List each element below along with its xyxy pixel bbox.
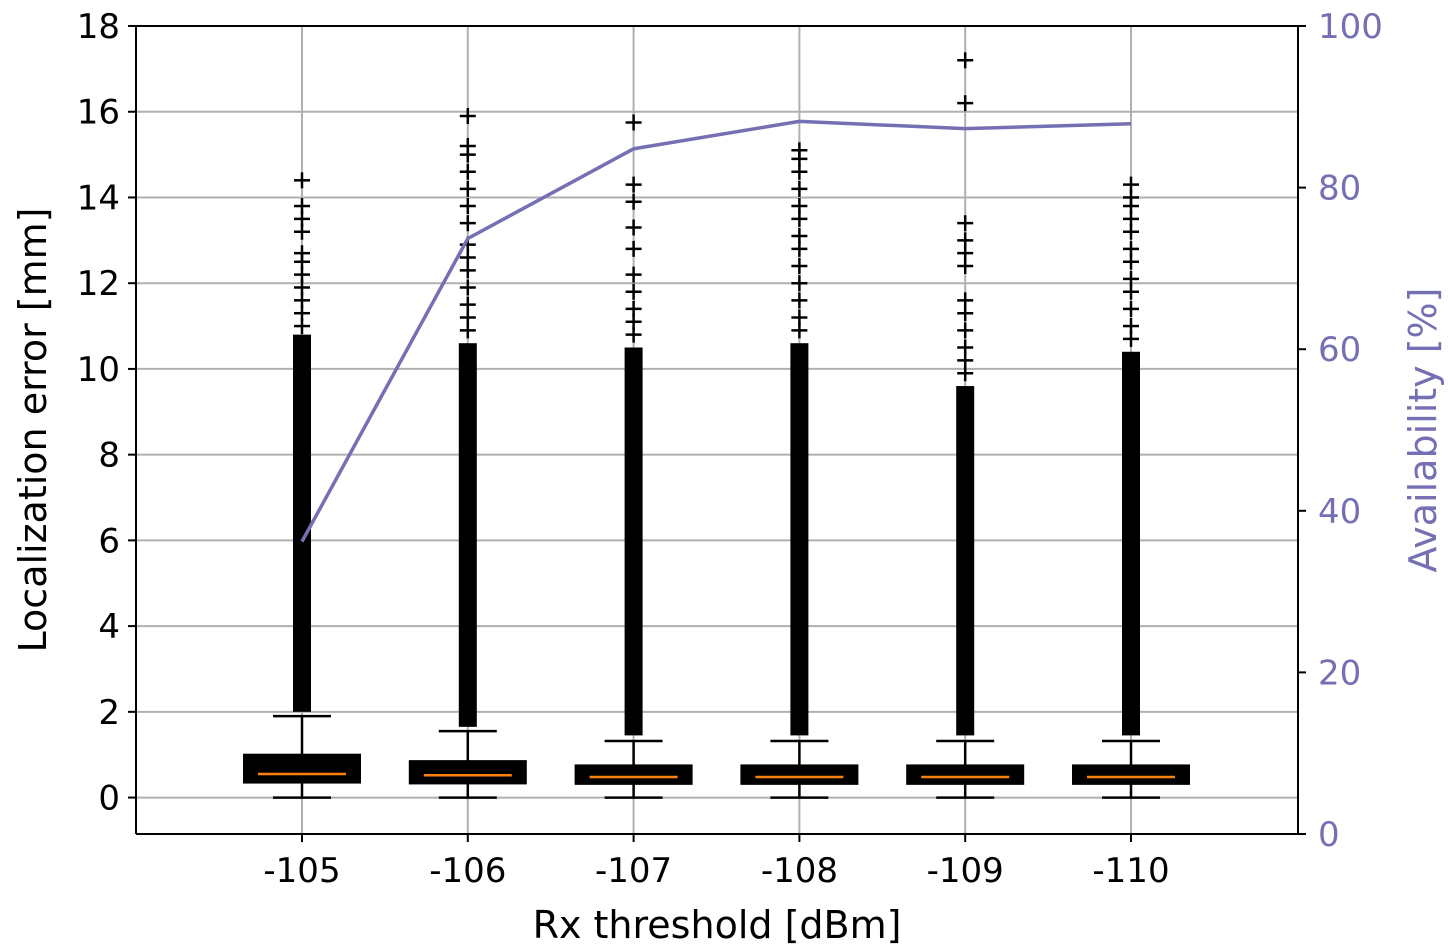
y-left-tick-label: 8 (98, 436, 120, 476)
outlier-marker (459, 163, 476, 180)
y-axis-left-label: Localization error [mm] (11, 208, 55, 653)
outlier-marker (294, 172, 310, 189)
y-right-tick-label: 60 (1318, 330, 1361, 370)
outlier-marker (625, 300, 642, 317)
outlier-marker (625, 266, 642, 283)
outlier-marker (625, 219, 642, 236)
outlier-marker (459, 138, 476, 155)
y-right-tick-label: 100 (1318, 7, 1383, 47)
outlier-marker (957, 95, 974, 112)
x-tick-label: -105 (263, 851, 340, 891)
box-iqr (740, 764, 859, 785)
x-tick-label: -110 (1092, 851, 1169, 891)
outlier-band (293, 334, 311, 712)
outlier-band (624, 347, 643, 736)
outlier-marker (1123, 318, 1139, 335)
y-right-tick-label: 0 (1318, 815, 1340, 855)
y-axis-right-label: Availability [%] (1401, 288, 1445, 573)
outlier-marker (625, 283, 642, 300)
outlier-marker (791, 142, 808, 159)
y-left-tick-label: 16 (77, 93, 120, 133)
outlier-marker (957, 52, 974, 69)
outlier-marker (459, 296, 476, 313)
x-tick-label: -109 (927, 851, 1004, 891)
outlier-marker (459, 279, 476, 296)
outlier-band (458, 343, 477, 727)
outlier-marker (957, 232, 974, 249)
outlier-marker (957, 339, 974, 356)
y-left-tick-label: 18 (77, 7, 120, 47)
y-right-tick-label: 40 (1318, 492, 1361, 532)
outlier-marker (1123, 176, 1139, 193)
y-left-tick-label: 12 (77, 264, 120, 304)
outlier-marker (625, 240, 642, 257)
y-right-tick-label: 20 (1318, 653, 1361, 693)
outlier-marker (459, 180, 476, 197)
y-left-tick-label: 14 (77, 178, 120, 218)
outlier-band (956, 386, 975, 736)
x-tick-label: -106 (429, 851, 506, 891)
outlier-marker (791, 228, 808, 245)
y-left-tick-label: 4 (98, 607, 120, 647)
box-iqr (906, 764, 1025, 785)
outlier-marker (294, 198, 310, 215)
box-plot--107 (574, 114, 693, 799)
outlier-marker (957, 215, 974, 232)
box-plot--110 (1072, 176, 1190, 799)
outlier-marker (791, 258, 808, 275)
outlier-marker (957, 322, 974, 339)
outlier-marker (294, 245, 310, 262)
x-tick-label: -107 (595, 851, 672, 891)
outlier-band (1122, 351, 1140, 736)
box-plots (243, 52, 1190, 799)
outlier-marker (625, 193, 642, 210)
y-left-tick-label: 10 (77, 350, 120, 390)
outlier-marker (1123, 240, 1139, 257)
box-iqr (574, 764, 693, 785)
outlier-marker (791, 292, 808, 309)
y-left-tick-label: 6 (98, 521, 120, 561)
y-left-tick-label: 0 (98, 779, 120, 819)
box-plot--109 (906, 52, 1025, 799)
box-plot--106 (408, 108, 527, 799)
x-axis-label: Rx threshold [dBm] (533, 903, 902, 947)
outlier-marker (791, 309, 808, 326)
outlier-marker (625, 114, 642, 131)
box-iqr (243, 753, 361, 784)
box-plot--105 (243, 172, 361, 799)
outlier-marker (791, 198, 808, 215)
outlier-marker (1123, 270, 1139, 287)
x-tick-label: -108 (761, 851, 838, 891)
outlier-marker (1123, 300, 1139, 317)
availability-line-group (300, 119, 1132, 543)
outlier-marker (957, 292, 974, 309)
axes: 0 2 4 6 8 10 12 14 16 18 0 20 40 60 80 100 -105 -106 -107 -… (77, 7, 1383, 891)
box-iqr (408, 760, 527, 785)
outlier-marker (459, 108, 476, 125)
box-plot--108 (740, 142, 859, 799)
outlier-marker (459, 215, 476, 232)
availability-line (300, 119, 1132, 543)
outlier-marker (791, 180, 808, 197)
outlier-band (790, 343, 809, 736)
outlier-marker (791, 275, 808, 292)
y-right-tick-label: 80 (1318, 169, 1361, 209)
outlier-marker (625, 176, 642, 193)
box-iqr (1072, 764, 1190, 785)
y-left-tick-label: 2 (98, 693, 120, 733)
outlier-marker (459, 198, 476, 215)
